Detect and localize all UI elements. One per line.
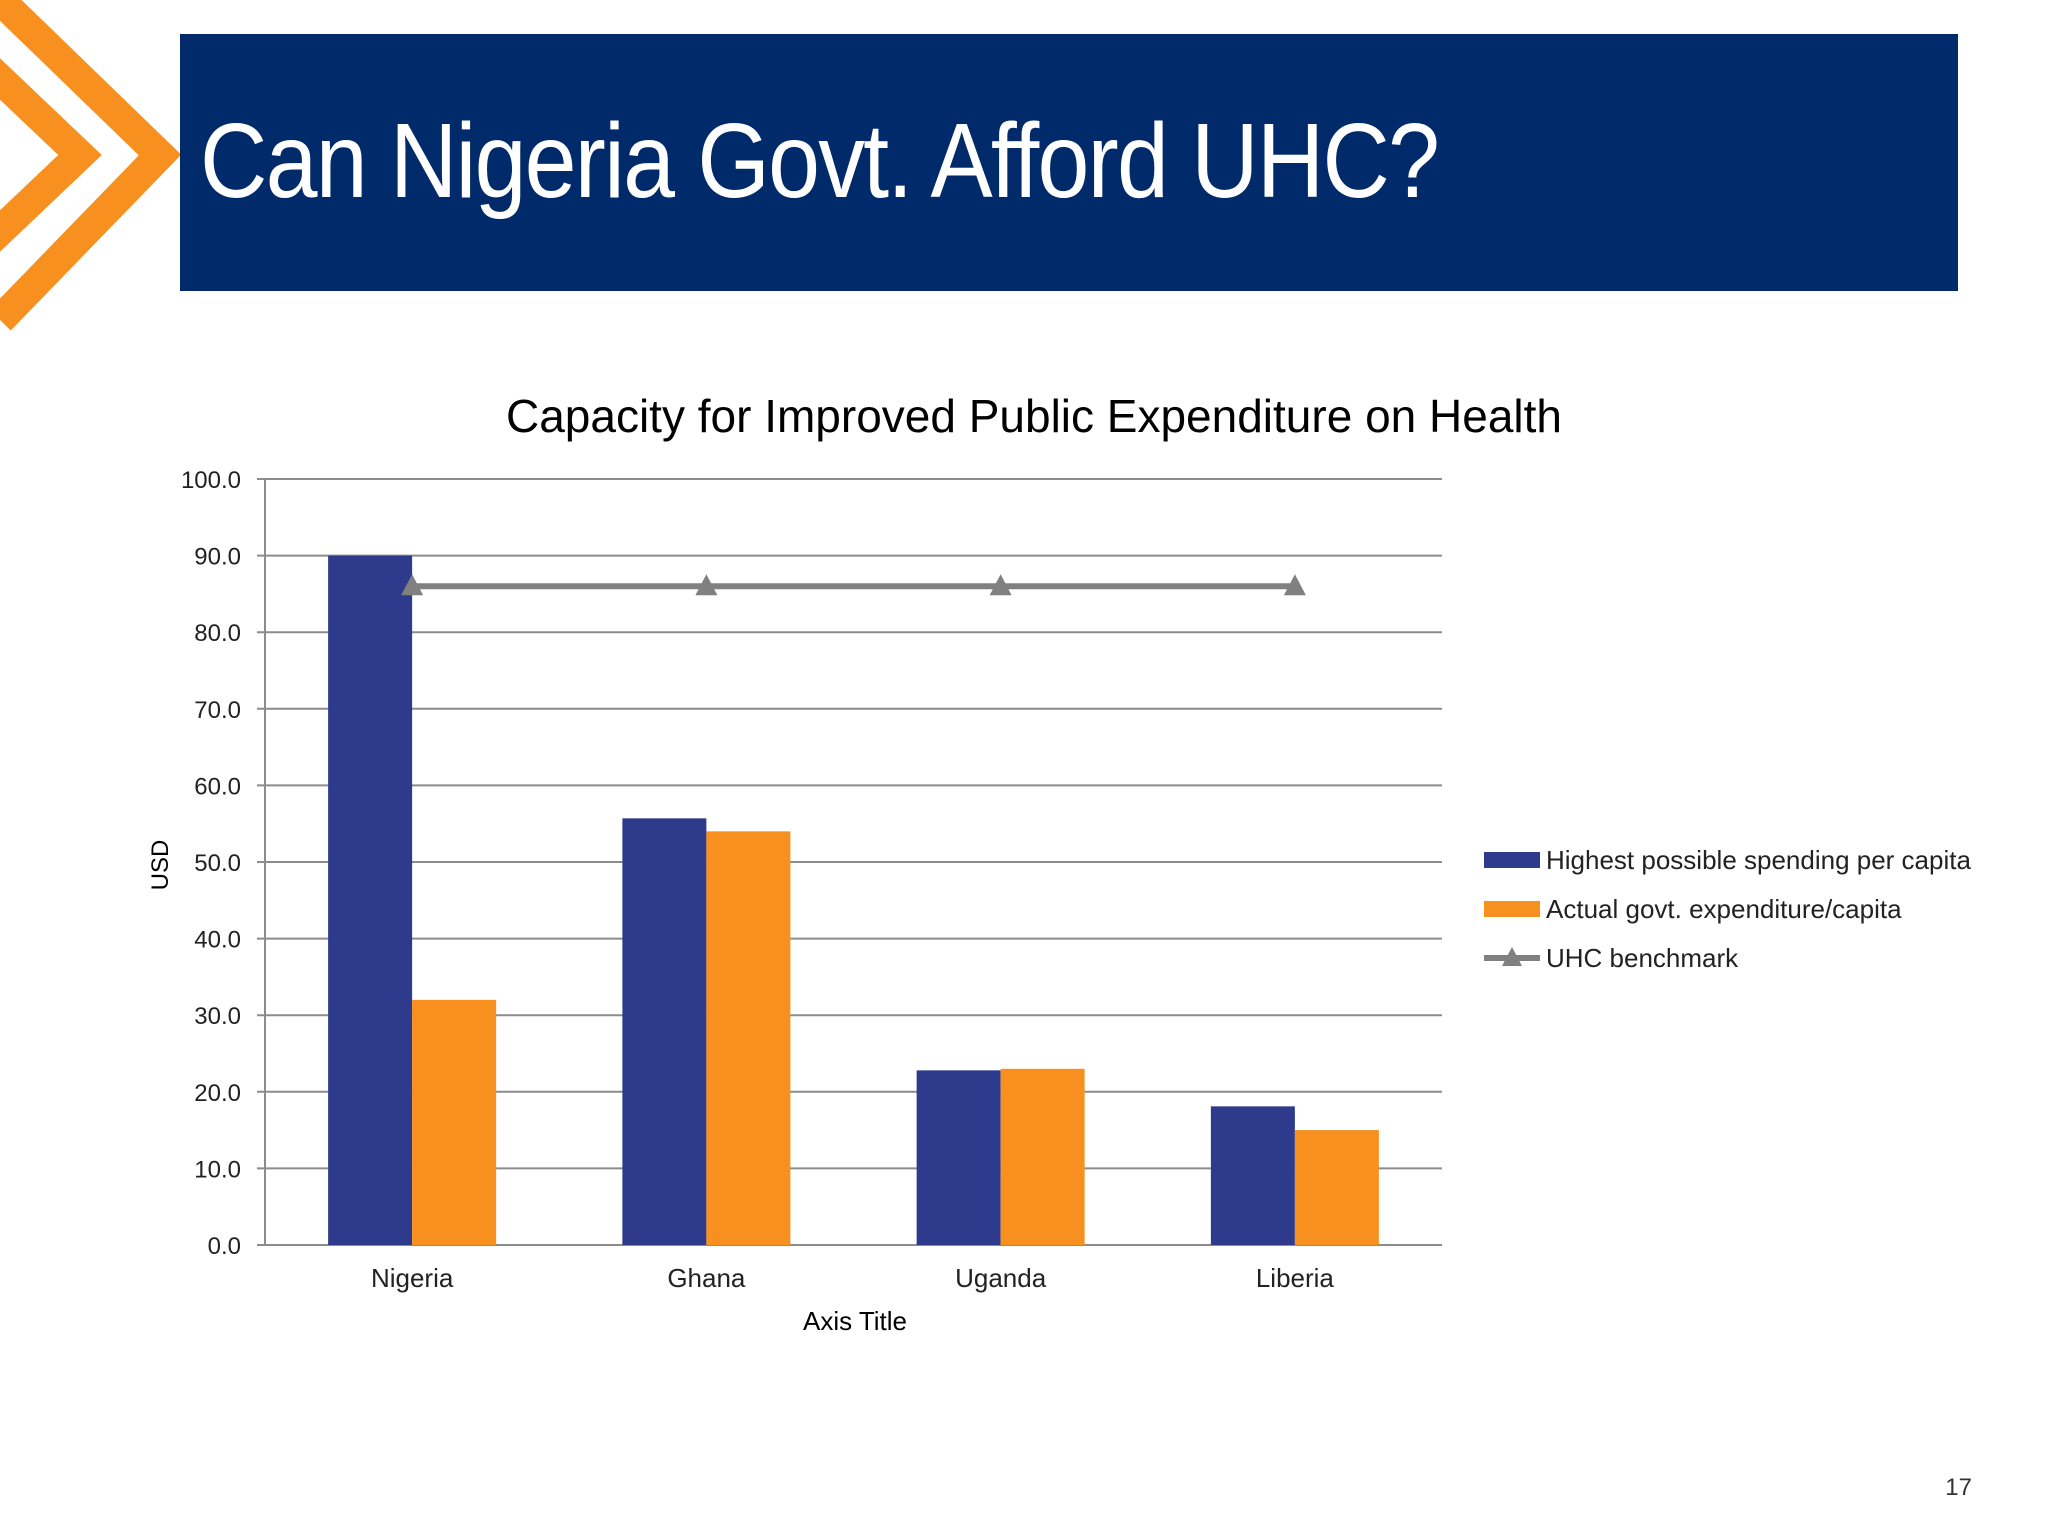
bar-ghana-actual — [706, 831, 791, 1245]
y-tick-label: 80.0 — [194, 620, 241, 647]
y-tick-label: 70.0 — [194, 697, 241, 724]
y-tick-label: 40.0 — [194, 927, 241, 954]
y-tick-label: 90.0 — [194, 544, 241, 571]
legend-marker — [1502, 947, 1522, 966]
y-tick-label: 10.0 — [194, 1156, 241, 1183]
bar-nigeria-highest-possible — [328, 555, 413, 1245]
legend-swatch — [1484, 901, 1540, 917]
benchmark-point — [1283, 574, 1306, 596]
legend-label: Actual govt. expenditure/capita — [1546, 894, 1902, 924]
bar-ghana-highest-possible — [622, 818, 707, 1245]
y-axis-label: USD — [147, 840, 174, 891]
bar-liberia-actual — [1294, 1130, 1379, 1245]
slide-header-bar — [180, 34, 1958, 291]
slide-title: Can Nigeria Govt. Afford UHC? — [200, 102, 1440, 220]
benchmark-line — [401, 574, 1306, 596]
x-tick-labels: Nigeria Ghana Uganda Liberia — [371, 1263, 1334, 1293]
x-tick-label: Uganda — [955, 1263, 1047, 1293]
bar-liberia-highest-possible — [1210, 1106, 1295, 1245]
chart-title: Capacity for Improved Public Expenditure… — [506, 390, 1562, 442]
y-tick-labels: 0.0 10.0 20.0 30.0 40.0 50.0 60.0 70.0 80.0 90.0 1… — [181, 467, 241, 1260]
bars — [328, 555, 1379, 1245]
benchmark-point — [695, 574, 718, 596]
x-tick-label: Nigeria — [371, 1263, 454, 1293]
y-tick-label: 0.0 — [208, 1233, 241, 1260]
legend-label: Highest possible spending per capita — [1546, 845, 1971, 875]
x-axis-label: Axis Title — [803, 1306, 907, 1336]
y-tick-label: 100.0 — [181, 467, 241, 494]
page-number: 17 — [1945, 1474, 1972, 1501]
chart: Capacity for Improved Public Expenditure… — [147, 390, 1971, 1336]
y-tick-label: 60.0 — [194, 773, 241, 800]
y-tick-label: 30.0 — [194, 1003, 241, 1030]
legend: Highest possible spending per capita Actu… — [1484, 845, 1971, 973]
y-tick-label: 50.0 — [194, 850, 241, 877]
y-tick-label: 20.0 — [194, 1080, 241, 1107]
x-tick-label: Ghana — [667, 1263, 746, 1293]
chevron-decoration — [0, 0, 180, 331]
legend-swatch — [1484, 852, 1540, 868]
benchmark-point — [401, 574, 424, 596]
bar-nigeria-actual — [412, 999, 497, 1245]
legend-label: UHC benchmark — [1546, 943, 1739, 973]
benchmark-point — [989, 574, 1012, 596]
x-tick-label: Liberia — [1256, 1263, 1335, 1293]
bar-uganda-actual — [1000, 1068, 1085, 1245]
bar-uganda-highest-possible — [916, 1070, 1001, 1245]
